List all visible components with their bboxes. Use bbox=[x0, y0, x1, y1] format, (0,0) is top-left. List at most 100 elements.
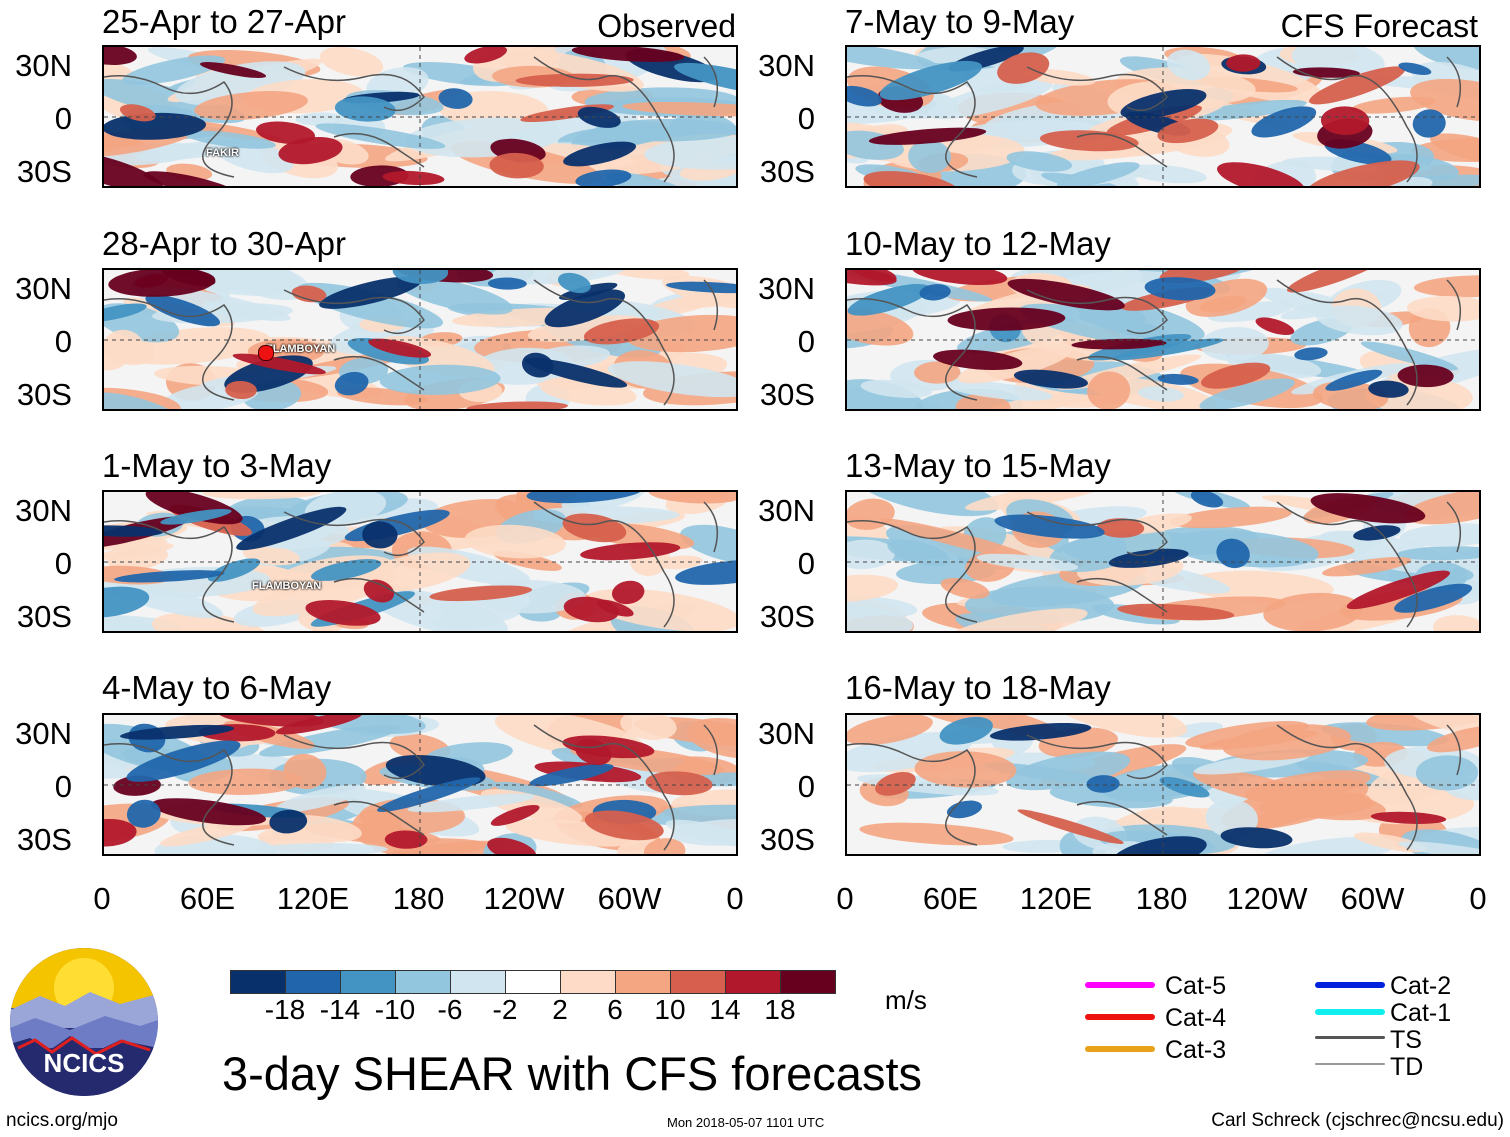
shear-contour bbox=[291, 285, 327, 303]
shear-contour bbox=[563, 141, 637, 167]
colorbar-tick-label: 10 bbox=[654, 994, 686, 1025]
shear-contour bbox=[104, 75, 235, 178]
lat-label-left-row2-0: 30N bbox=[15, 271, 72, 306]
shear-contour bbox=[524, 357, 628, 388]
lon-label-left-2: 120E bbox=[276, 881, 350, 916]
shear-contour bbox=[256, 121, 316, 145]
lon-label-right-0: 0 bbox=[836, 881, 854, 916]
shear-contour bbox=[104, 112, 207, 140]
shear-contour bbox=[487, 277, 527, 290]
shear-contour bbox=[319, 47, 384, 77]
shear-contour bbox=[847, 574, 898, 602]
shear-contour bbox=[122, 55, 226, 85]
shear-contour bbox=[1415, 755, 1479, 791]
shear-contour bbox=[104, 818, 137, 847]
shear-contour bbox=[160, 819, 256, 847]
shear-contour bbox=[104, 520, 235, 623]
shear-contour bbox=[283, 289, 425, 335]
shear-contour bbox=[989, 722, 1092, 741]
shear-contour bbox=[233, 270, 310, 301]
lat-label-right-row1-0: 30N bbox=[758, 48, 815, 83]
lat-label-left-row1-2: 30S bbox=[16, 154, 72, 189]
shear-contour bbox=[1325, 369, 1383, 391]
map-panel-5 bbox=[845, 45, 1481, 188]
shear-field-2 bbox=[104, 270, 736, 409]
shear-contour bbox=[104, 392, 179, 409]
shear-contour bbox=[1322, 557, 1412, 577]
colorbar-swatch bbox=[560, 970, 616, 994]
shear-contour bbox=[1096, 518, 1145, 538]
shear-contour bbox=[1407, 715, 1479, 735]
colorbar-swatch bbox=[395, 970, 451, 994]
map-panel-8 bbox=[845, 713, 1481, 856]
footer-url[interactable]: ncics.org/mjo bbox=[6, 1110, 118, 1131]
footer-author: Carl Schreck (cjschrec@ncsu.edu) bbox=[1211, 1110, 1504, 1131]
shear-contour bbox=[274, 784, 366, 813]
shear-field-5 bbox=[847, 47, 1479, 186]
shear-contour bbox=[269, 809, 308, 834]
shear-contour bbox=[1111, 338, 1224, 361]
shear-contour bbox=[1396, 546, 1479, 561]
shear-contour bbox=[1026, 289, 1168, 335]
shear-contour bbox=[847, 308, 914, 346]
shear-contour bbox=[333, 132, 425, 168]
shear-contour bbox=[253, 843, 388, 854]
legend-label-cat-2: Cat-2 bbox=[1390, 972, 1452, 1000]
lon-label-right-5: 60W bbox=[1340, 881, 1405, 916]
shear-contour bbox=[1076, 132, 1168, 168]
lat-label-right-row2-2: 30S bbox=[759, 377, 815, 412]
shear-field-7 bbox=[847, 492, 1479, 631]
colorbar-swatch bbox=[450, 970, 506, 994]
shear-contour bbox=[703, 56, 719, 108]
shear-contour bbox=[671, 819, 736, 846]
shear-contour bbox=[362, 521, 398, 549]
shear-contour bbox=[863, 171, 959, 186]
shear-contour bbox=[311, 559, 382, 581]
shear-contour bbox=[104, 586, 150, 618]
shear-contour bbox=[1394, 583, 1473, 613]
shear-contour bbox=[395, 276, 514, 315]
shear-contour bbox=[919, 284, 951, 301]
shear-contour bbox=[1049, 715, 1188, 738]
shear-contour bbox=[1199, 296, 1247, 313]
shear-contour bbox=[1410, 78, 1479, 122]
colorbar-tick-label: 2 bbox=[552, 994, 568, 1025]
map-panel-6 bbox=[845, 268, 1481, 411]
colorbar-tick-label: 18 bbox=[764, 994, 796, 1025]
shear-field-1 bbox=[104, 47, 736, 186]
lon-label-right-6: 0 bbox=[1469, 881, 1487, 916]
lat-label-left-row4-0: 30N bbox=[15, 716, 72, 751]
shear-contour bbox=[232, 353, 326, 375]
map-panel-7 bbox=[845, 490, 1481, 633]
shear-contour bbox=[1026, 511, 1168, 557]
shear-contour bbox=[1159, 270, 1249, 284]
shear-contour bbox=[283, 734, 425, 780]
shear-contour bbox=[644, 136, 736, 170]
lat-label-right-row1-1: 0 bbox=[797, 101, 815, 136]
lat-label-left-row4-1: 0 bbox=[54, 769, 72, 804]
shear-contour bbox=[643, 838, 686, 854]
shear-contour bbox=[334, 96, 396, 122]
shear-contour bbox=[1184, 570, 1334, 603]
shear-contour bbox=[207, 558, 261, 582]
shear-contour bbox=[880, 518, 1033, 561]
shear-contour bbox=[648, 492, 736, 504]
lon-label-left-3: 180 bbox=[392, 881, 445, 916]
shear-contour bbox=[965, 492, 1109, 511]
shear-contour bbox=[557, 272, 591, 294]
shear-contour bbox=[315, 123, 446, 149]
shear-contour bbox=[1398, 62, 1432, 75]
lat-label-left-row4-2: 30S bbox=[16, 822, 72, 857]
shear-contour bbox=[1316, 305, 1403, 336]
shear-contour bbox=[1185, 99, 1307, 121]
shear-contour bbox=[489, 152, 544, 179]
lat-label-right-row3-1: 0 bbox=[797, 546, 815, 581]
shear-contour bbox=[104, 615, 182, 631]
shear-contour bbox=[1207, 301, 1293, 323]
colorbar-units: m/s bbox=[885, 985, 927, 1015]
shear-contour bbox=[1346, 570, 1450, 610]
shear-contour bbox=[847, 520, 978, 623]
legend-line-ts bbox=[1315, 1036, 1385, 1039]
panel-title-2: 28-Apr to 30-Apr bbox=[102, 225, 346, 262]
colorbar-swatch bbox=[505, 970, 561, 994]
